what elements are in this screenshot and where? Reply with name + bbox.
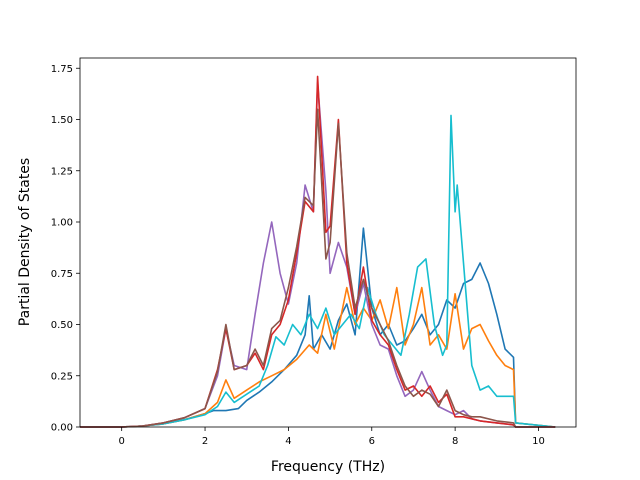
y-tick-label: 0.00 [51, 423, 73, 434]
x-tick-label: 6 [369, 436, 375, 447]
y-tick-label: 0.50 [51, 320, 73, 331]
y-tick-label: 1.00 [51, 218, 73, 229]
x-tick-label: 10 [532, 436, 545, 447]
x-axis-label: Frequency (THz) [271, 459, 385, 475]
x-tick-label: 0 [118, 436, 124, 447]
x-axis-ticks: 0 2 4 6 8 10 [118, 427, 545, 447]
y-tick-label: 1.25 [51, 166, 73, 177]
series-line-3 [80, 114, 556, 428]
y-tick-label: 1.50 [51, 115, 73, 126]
series-line-1 [80, 227, 556, 428]
series-line-6 [80, 108, 556, 428]
y-axis-ticks: 0.00 0.25 0.50 0.75 1.00 1.25 1.50 1.75 [51, 64, 80, 434]
y-tick-label: 0.75 [51, 269, 73, 280]
y-tick-label: 1.75 [51, 64, 73, 75]
x-tick-label: 4 [285, 436, 291, 447]
x-tick-label: 8 [452, 436, 458, 447]
plot-frame [79, 57, 577, 428]
x-tick-label: 2 [202, 436, 208, 447]
y-tick-label: 0.25 [51, 371, 73, 382]
y-axis-label: Partial Density of States [17, 158, 33, 326]
series-layer [80, 75, 556, 428]
